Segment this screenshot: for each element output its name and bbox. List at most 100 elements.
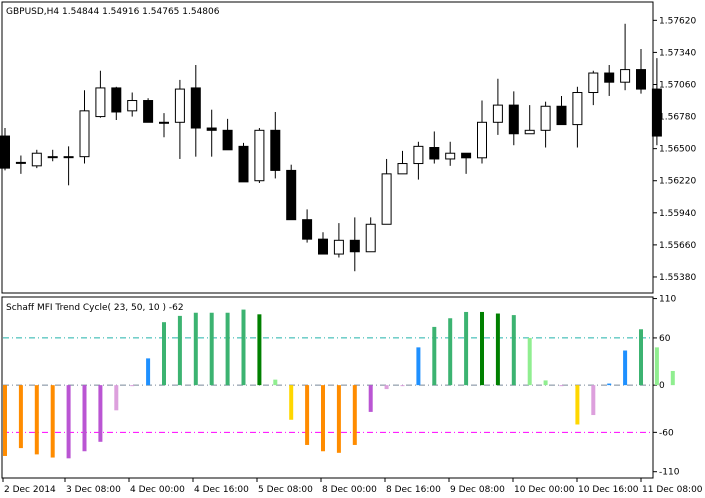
candle <box>413 141 424 180</box>
indicator-panel-frame <box>1 296 654 479</box>
indicator-bar <box>464 311 469 386</box>
indicator-bar <box>480 311 484 386</box>
indicator-bar <box>321 385 325 452</box>
candle-body <box>445 152 456 160</box>
candle <box>445 141 456 166</box>
candle <box>15 155 26 174</box>
indicator-bar <box>225 312 230 386</box>
candle-body <box>15 161 26 164</box>
indicator-bar <box>114 385 119 411</box>
time-tick-label: 10 Dec 16:00 <box>578 485 639 495</box>
candle <box>174 79 185 159</box>
indicator-bar <box>670 370 675 386</box>
candle <box>0 128 10 171</box>
time-tick-label: 8 Dec 00:00 <box>322 485 377 495</box>
time-axis: 2 Dec 2014 3 Dec 08:00 4 Dec 00:00 4 Dec 16… <box>2 478 703 495</box>
price-header: GBPUSD,H4 1.54844 1.54916 1.54765 1.5480… <box>6 7 220 17</box>
indicator-bar <box>146 358 151 386</box>
candle-body <box>413 145 424 165</box>
candle-body <box>636 69 646 90</box>
indicator-bar <box>384 385 389 390</box>
indicator-bar <box>511 315 516 386</box>
indicator-bar <box>257 314 262 386</box>
indicator-bar <box>50 385 55 458</box>
candle-body <box>206 127 217 131</box>
indicator-tick-label: -60 <box>659 428 674 438</box>
time-tick-label: 8 Dec 16:00 <box>386 485 441 495</box>
candle-body <box>365 223 376 253</box>
candle <box>127 92 138 117</box>
candle-body <box>238 145 249 183</box>
indicator-bar <box>66 385 71 459</box>
indicator-bar <box>336 385 341 453</box>
candle-body <box>524 129 535 135</box>
candle <box>572 86 583 148</box>
candle <box>238 142 249 183</box>
indicator-bars <box>3 309 675 459</box>
indicator-bar <box>241 309 246 386</box>
candle <box>651 58 662 146</box>
candle <box>620 23 631 91</box>
candle <box>333 223 344 258</box>
indicator-bar <box>639 329 643 386</box>
price-tick-label: 1.57060 <box>659 80 696 90</box>
candle-body <box>111 87 122 113</box>
indicator-bar <box>289 385 294 420</box>
indicator-bar <box>82 385 87 452</box>
indicator-bar <box>162 322 166 386</box>
price-panel: GBPUSD,H4 1.54844 1.54916 1.54765 1.5480… <box>0 1 696 294</box>
indicator-bar <box>273 379 278 386</box>
candle-body <box>174 88 185 123</box>
candle-body <box>159 121 169 124</box>
indicator-bar <box>623 350 628 386</box>
indicator-panel: Schaff MFI Trend Cycle( 23, 50, 10 ) -62… <box>1 295 680 479</box>
candle <box>254 128 265 184</box>
indicator-bar <box>34 385 39 455</box>
candle <box>524 105 535 135</box>
candle-body <box>381 173 392 225</box>
price-tick-label: 1.57620 <box>659 16 696 26</box>
time-tick-label: 11 Dec 08:00 <box>642 485 703 495</box>
candle <box>270 111 281 179</box>
candle <box>63 146 74 186</box>
indicator-bar <box>305 385 310 445</box>
candle-body <box>492 104 503 123</box>
candle <box>349 217 360 272</box>
price-tick-label: 1.55940 <box>659 209 696 219</box>
candle <box>286 164 297 221</box>
indicator-bar <box>607 383 612 386</box>
candle-body <box>0 135 10 169</box>
indicator-bar <box>495 313 500 386</box>
candle <box>31 149 42 169</box>
candle-body <box>588 72 599 94</box>
indicator-bar <box>654 347 659 386</box>
candle-body <box>604 72 615 83</box>
candle <box>397 150 408 175</box>
candle-body <box>556 105 567 126</box>
indicator-bar <box>177 315 182 386</box>
indicator-bar <box>18 385 23 449</box>
price-tick-label: 1.56780 <box>659 113 696 123</box>
time-tick-label: 2 Dec 2014 <box>4 485 56 495</box>
candle-body <box>572 92 583 126</box>
candle-body <box>127 100 138 112</box>
candle-body <box>318 238 328 255</box>
candle <box>461 152 472 174</box>
price-y-axis: 1.55380 1.55660 1.55940 1.56220 1.56500 1.567… <box>653 16 696 283</box>
candle-body <box>270 129 281 171</box>
price-tick-label: 1.55380 <box>659 273 696 283</box>
candle-body <box>31 152 42 167</box>
indicator-bar <box>543 380 548 386</box>
indicator-y-axis: 110 60 0 -60 -110 <box>653 295 680 478</box>
candle <box>556 95 567 126</box>
indicator-bar <box>193 312 198 386</box>
indicator-bar <box>98 385 103 442</box>
candle-body <box>620 69 631 83</box>
candle <box>47 149 58 162</box>
indicator-bar <box>400 385 405 387</box>
candle-body <box>286 169 297 221</box>
price-tick-label: 1.57340 <box>659 48 696 58</box>
candle <box>381 158 392 225</box>
candle <box>508 91 519 146</box>
